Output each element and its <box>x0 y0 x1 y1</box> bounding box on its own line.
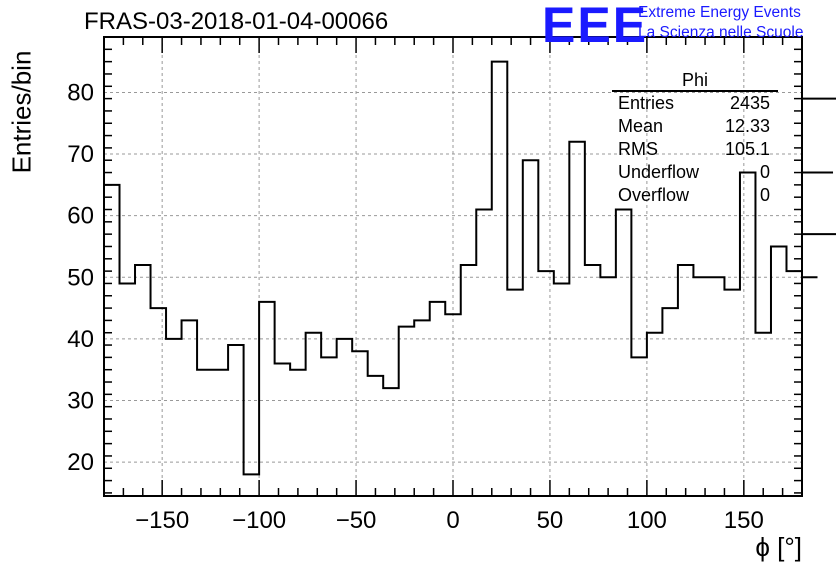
stats-value: 0 <box>759 185 770 205</box>
stats-value: 0 <box>759 162 770 182</box>
stats-value: 105.1 <box>724 139 770 159</box>
stats-label: Underflow <box>618 162 700 182</box>
x-tick-label: 150 <box>724 507 764 534</box>
x-tick-label: −100 <box>232 507 286 534</box>
y-tick-label: 80 <box>67 79 94 106</box>
x-tick-label: −150 <box>135 507 189 534</box>
stats-label: Entries <box>618 93 675 113</box>
x-tick-label: −50 <box>336 507 377 534</box>
histogram-line <box>104 60 836 476</box>
x-tick-label: 50 <box>537 507 564 534</box>
axis-ticks <box>103 37 803 496</box>
y-tick-label: 20 <box>67 449 94 476</box>
stats-row-overflow: Overflow 0 <box>612 184 778 207</box>
tick-labels: −150 −100 −50 0 50 100 150 20 30 40 50 60 70 80 <box>67 79 764 534</box>
chart-title: FRAS-03-2018-01-04-00066 <box>84 8 389 35</box>
y-tick-label: 30 <box>67 388 94 415</box>
stats-row-entries: Entries 2435 <box>612 92 778 115</box>
x-tick-label: 0 <box>446 507 459 534</box>
y-tick-label: 50 <box>67 264 94 291</box>
stats-label: Mean <box>618 116 664 136</box>
y-tick-label: 40 <box>67 326 94 353</box>
x-axis-label: ϕ [°] <box>755 532 802 562</box>
stats-label: Overflow <box>618 185 690 205</box>
stats-value: 2435 <box>729 93 770 113</box>
y-tick-label: 60 <box>67 203 94 230</box>
eee-logo: EEE <box>542 0 649 53</box>
stats-label: RMS <box>618 139 658 159</box>
stats-histogram-name: Phi <box>612 70 778 92</box>
stats-row-rms: RMS 105.1 <box>612 138 778 161</box>
grid-lines <box>104 37 802 496</box>
stats-row-underflow: Underflow 0 <box>612 161 778 184</box>
stats-row-mean: Mean 12.33 <box>612 115 778 138</box>
x-tick-label: 100 <box>627 507 667 534</box>
y-axis-label: Entries/bin <box>6 50 37 174</box>
logo-text-line-2: La Scienza nelle Scuole <box>638 24 804 41</box>
y-tick-label: 70 <box>67 141 94 168</box>
stats-value: 12.33 <box>724 116 770 136</box>
logo-text-line-1: Extreme Energy Events <box>638 4 801 21</box>
stats-box: Phi Entries 2435 Mean 12.33 RMS 105.1 Un… <box>612 70 778 207</box>
